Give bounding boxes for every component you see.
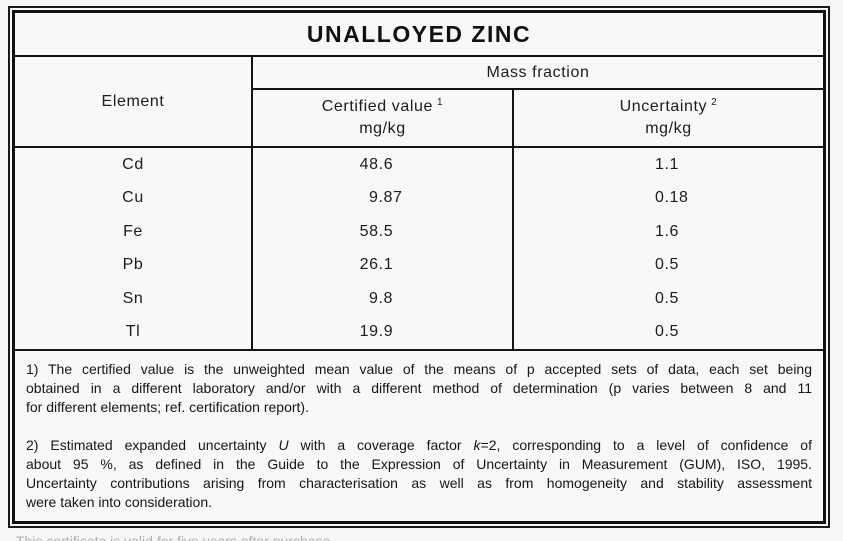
uncertainty-label: Uncertainty 2 (619, 96, 718, 115)
element-cell: Pb (122, 256, 144, 274)
element-cell: Fe (123, 222, 143, 240)
uncertainty-cell: 0.5 (654, 323, 680, 341)
certified-value-cell: 9.8 (368, 289, 394, 307)
footnote-ref-1: 1 (437, 96, 444, 108)
table-body: Cd Cu Fe Pb Sn Tl 48.6 9.87 58.5 26.1 9.… (15, 148, 823, 351)
uncertainty-unit: mg/kg (645, 120, 692, 137)
header-right-group: Mass fraction Certified value 1 mg/kg Unc… (253, 57, 823, 146)
column-header-certified-value: Certified value 1 mg/kg (253, 90, 514, 146)
certified-value-cell: 26.1 (359, 256, 394, 274)
certified-value-label: Certified value 1 (321, 96, 444, 115)
column-header-uncertainty: Uncertainty 2 mg/kg (514, 90, 823, 146)
certified-value-cell: 9.87 (368, 189, 403, 207)
column-certified-value: 48.6 9.87 58.5 26.1 9.8 19.9 (253, 148, 514, 349)
italic-k: k (473, 437, 481, 453)
certified-value-cell: 19.9 (359, 323, 394, 341)
column-uncertainty: 1.1 0.18 1.6 0.5 0.5 0.5 (514, 148, 823, 349)
certified-value-cell: 48.6 (359, 155, 394, 173)
group-header-mass-fraction: Mass fraction (253, 57, 823, 90)
sub-header-row: Certified value 1 mg/kg Uncertainty 2 mg/k… (253, 90, 823, 146)
element-cell: Cd (122, 155, 144, 173)
uncertainty-cell: 1.1 (654, 155, 680, 173)
certificate-frame-inner: UNALLOYED ZINC Element Mass fraction Cer… (12, 10, 826, 524)
clipped-footer-text: This certificate is valid for five years… (16, 533, 335, 541)
page-title: UNALLOYED ZINC (306, 20, 532, 47)
certificate-frame-outer: UNALLOYED ZINC Element Mass fraction Cer… (8, 6, 830, 528)
footnote-ref-2: 2 (711, 96, 718, 108)
element-cell: Tl (125, 323, 141, 341)
uncertainty-cell: 1.6 (654, 222, 680, 240)
element-cell: Sn (122, 289, 144, 307)
footnote-1: 1) The certified value is the unweighted… (26, 361, 812, 415)
table-header: Element Mass fraction Certified value 1 m… (15, 57, 823, 148)
uncertainty-cell: 0.5 (654, 256, 680, 274)
footnotes-section: 1) The certified value is the unweighted… (15, 351, 823, 521)
certified-value-unit: mg/kg (359, 120, 406, 137)
element-cell: Cu (122, 189, 144, 207)
certified-value-cell: 58.5 (359, 222, 394, 240)
column-element: Cd Cu Fe Pb Sn Tl (15, 148, 253, 349)
title-row: UNALLOYED ZINC (15, 13, 823, 57)
uncertainty-cell: 0.18 (654, 189, 689, 207)
footnote-2: 2) Estimated expanded uncertainty U with… (26, 437, 812, 510)
column-header-element: Element (15, 57, 253, 146)
uncertainty-cell: 0.5 (654, 289, 680, 307)
italic-U: U (278, 437, 289, 453)
